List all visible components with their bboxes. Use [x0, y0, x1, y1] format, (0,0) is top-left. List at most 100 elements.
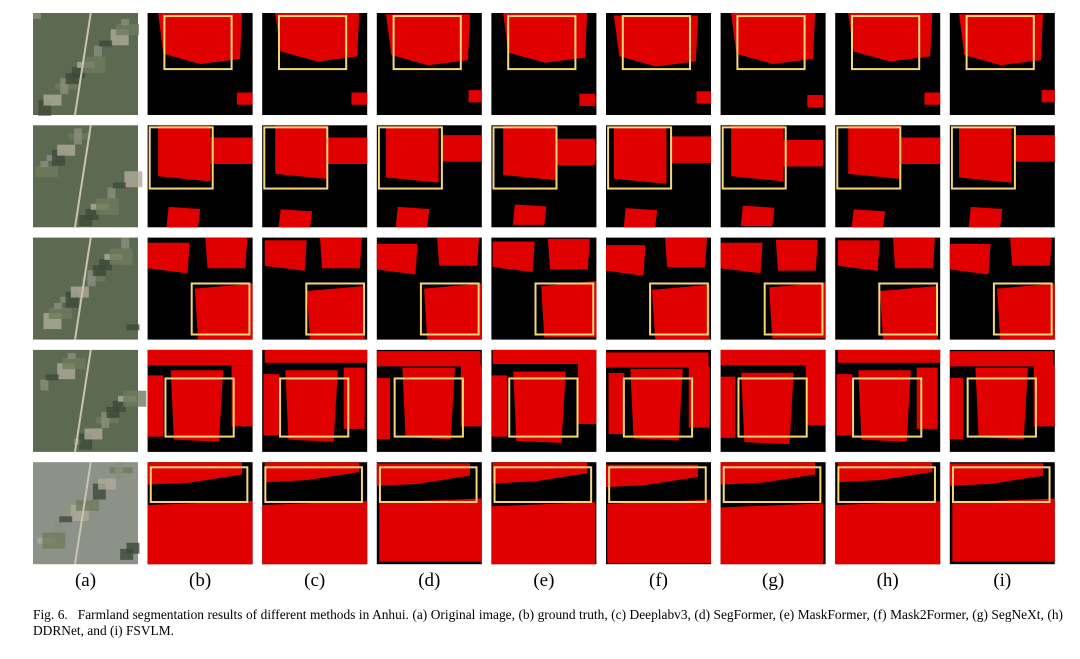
mask-region — [769, 282, 826, 339]
image-patch — [124, 171, 143, 188]
mask-region — [949, 243, 991, 275]
mask-region — [210, 137, 253, 165]
highlight-box — [149, 466, 249, 503]
mask-region — [579, 93, 596, 107]
mask-region — [379, 498, 482, 562]
segmentation-mask — [376, 125, 482, 228]
mask-region — [491, 502, 596, 565]
image-patch — [87, 488, 96, 495]
mask-region — [541, 281, 597, 338]
mask-region — [968, 206, 1003, 228]
mask-region — [194, 283, 253, 340]
image-patch — [96, 198, 119, 215]
segmentation-mask — [606, 13, 711, 115]
caption-text: Farmland segmentation results of differe… — [33, 607, 1063, 638]
segmentation-mask — [835, 349, 941, 452]
image-road — [74, 462, 92, 565]
highlight-box — [392, 15, 462, 71]
image-road — [74, 125, 92, 228]
segmentation-mask — [491, 462, 597, 565]
mask-region — [975, 367, 1028, 440]
mask-region — [147, 500, 253, 565]
mask-region — [325, 137, 368, 165]
mask-region — [170, 370, 224, 442]
highlight-box — [492, 126, 558, 190]
mask-region — [916, 367, 938, 429]
image-patch — [70, 286, 89, 298]
mask-region — [688, 366, 710, 428]
segmentation-mask — [949, 13, 1055, 115]
mask-region — [858, 370, 911, 442]
highlight-box — [264, 466, 363, 503]
highlight-box — [965, 15, 1035, 71]
mask-region — [492, 241, 535, 273]
highlight-box — [736, 15, 806, 71]
image-patch — [54, 521, 62, 533]
segmentation-mask — [376, 237, 482, 340]
segmentation-mask — [491, 13, 597, 115]
mask-region — [376, 243, 418, 275]
mask-region — [351, 92, 368, 105]
image-patch — [123, 390, 147, 407]
mask-region — [424, 283, 482, 340]
mask-region — [731, 13, 816, 64]
highlight-box — [164, 377, 235, 438]
highlight-box — [148, 126, 214, 190]
mask-region — [577, 362, 597, 424]
highlight-box — [621, 15, 691, 71]
mask-region — [264, 349, 368, 363]
mask-region — [512, 204, 547, 225]
mask-region — [720, 376, 736, 438]
mask-region — [158, 125, 211, 182]
image-patch — [112, 400, 126, 412]
mask-region — [205, 237, 248, 269]
mask-region — [491, 375, 508, 437]
image-patch — [92, 265, 106, 277]
mask-region — [623, 208, 658, 228]
image-patch — [42, 532, 66, 549]
mask-region — [236, 92, 253, 105]
mask-region — [608, 372, 625, 435]
mask-region — [147, 349, 253, 366]
image-patch — [99, 40, 113, 47]
mask-region — [805, 363, 826, 426]
column-label: (f) — [649, 570, 668, 591]
segmentation-mask — [835, 125, 941, 228]
mask-region — [720, 242, 763, 274]
mask-region — [275, 13, 360, 62]
caption-label: Fig. 6. — [33, 607, 68, 622]
highlight-box — [507, 15, 577, 71]
mask-region — [275, 125, 328, 179]
image-patch — [87, 270, 96, 287]
highlight-box — [721, 126, 787, 190]
mask-region — [278, 209, 313, 228]
mask-region — [997, 283, 1055, 340]
image-patch — [79, 215, 93, 227]
mask-region — [386, 126, 439, 183]
caption: Fig. 6. Farmland segmentation results of … — [33, 607, 1063, 639]
mask-region — [851, 209, 886, 228]
mask-region — [741, 372, 794, 445]
image-patch — [73, 128, 82, 145]
highlight-box — [378, 466, 478, 503]
highlight-box — [419, 282, 480, 336]
image-patch — [84, 428, 103, 440]
mask-region — [613, 127, 667, 184]
segmentation-mask — [376, 462, 482, 565]
segmentation-mask — [491, 125, 597, 228]
highlight-box — [493, 466, 593, 503]
highlight-box — [393, 377, 464, 438]
highlight-box — [534, 282, 595, 336]
mask-region — [503, 125, 556, 181]
image-patch — [60, 78, 69, 95]
mask-region — [264, 240, 307, 271]
highlight-box — [377, 126, 443, 190]
image-patch — [85, 208, 99, 220]
mask-region — [343, 367, 365, 429]
satellite-image — [33, 125, 143, 228]
mask-region — [492, 349, 597, 364]
highlight-box — [608, 466, 707, 503]
segmentation-mask — [720, 462, 826, 565]
mask-region — [158, 13, 243, 64]
